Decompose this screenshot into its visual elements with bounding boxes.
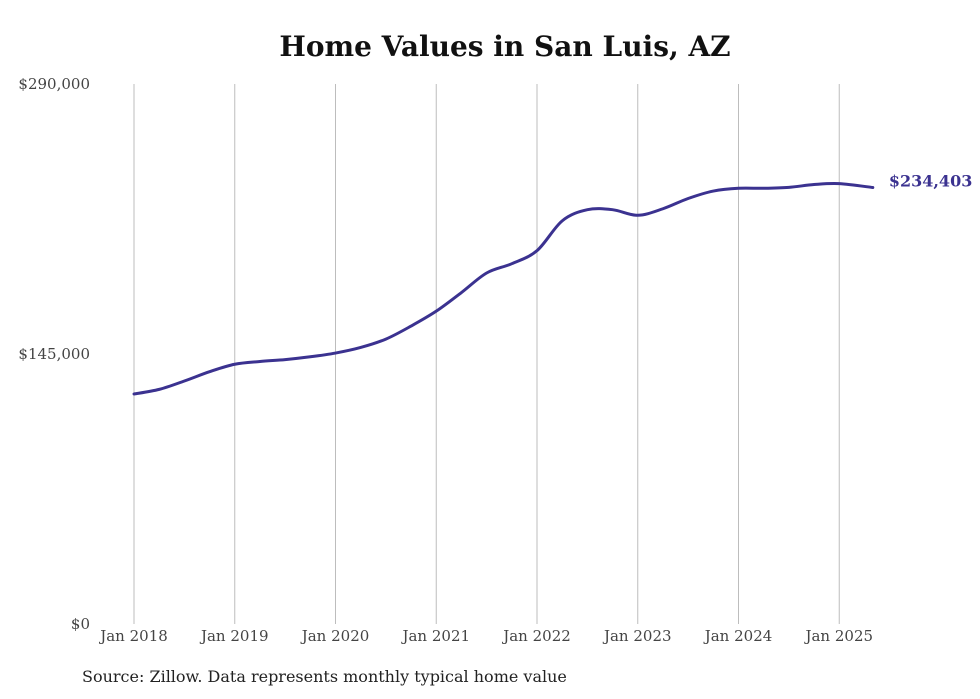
- x-axis-tick-labels: Jan 2018 Jan 2019 Jan 2020 Jan 2021 Jan 2022…: [98, 627, 873, 645]
- y-tick-label: $145,000: [18, 345, 90, 363]
- chart-title: Home Values in San Luis, AZ: [279, 30, 731, 63]
- x-tick-label: Jan 2021: [400, 627, 470, 645]
- x-tick-label: Jan 2020: [300, 627, 370, 645]
- x-tick-label: Jan 2022: [501, 627, 571, 645]
- x-tick-label: Jan 2024: [703, 627, 773, 645]
- grid-lines: [133, 84, 840, 624]
- y-tick-label: $0: [71, 615, 90, 633]
- end-value-label: $234,403: [889, 172, 973, 191]
- x-tick-label: Jan 2018: [98, 627, 168, 645]
- x-tick-label: Jan 2025: [803, 627, 873, 645]
- series-line: [132, 181, 875, 396]
- source-note: Source: Zillow. Data represents monthly …: [82, 667, 567, 686]
- y-tick-label: $290,000: [18, 75, 90, 93]
- x-tick-label: Jan 2023: [602, 627, 672, 645]
- series-layer: $234,403: [132, 172, 973, 396]
- x-tick-label: Jan 2019: [199, 627, 269, 645]
- y-axis-tick-labels: $290,000 $145,000 $0: [18, 75, 90, 633]
